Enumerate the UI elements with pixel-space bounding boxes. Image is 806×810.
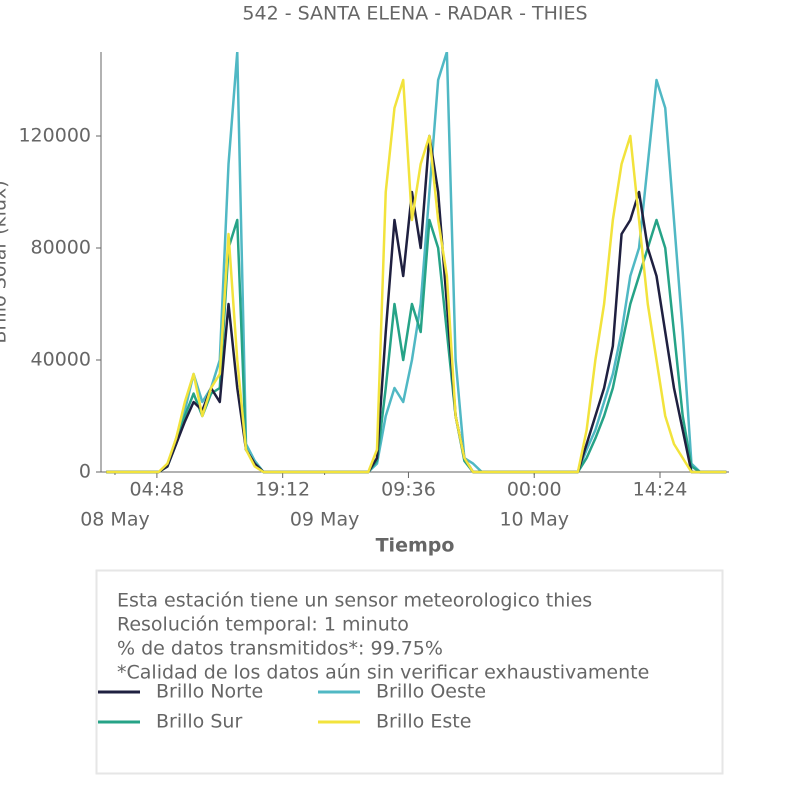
legend-label: Brillo Sur (156, 711, 242, 733)
chart-title: 542 - SANTA ELENA - RADAR - THIES (242, 3, 587, 25)
x-axis-label: Tiempo (376, 535, 455, 557)
info-line: Esta estación tiene un sensor meteorolog… (117, 590, 592, 612)
info-box (95, 569, 724, 775)
info-line: Resolución temporal: 1 minuto (117, 614, 409, 636)
y-tick-label: 80000 (31, 237, 91, 259)
date-label: 10 May (499, 509, 569, 531)
x-tick-label: 19:12 (255, 479, 310, 501)
x-tick-label: 14:24 (633, 479, 688, 501)
legend-label: Brillo Este (376, 711, 471, 733)
legend-label: Brillo Oeste (376, 681, 486, 703)
y-tick-label: 40000 (31, 349, 91, 371)
date-label: 09 May (290, 509, 360, 531)
y-tick-label: 0 (79, 461, 91, 483)
y-tick-label: 120000 (18, 125, 91, 147)
info-line: *Calidad de los datos aún sin verificar … (117, 662, 649, 684)
x-tick-label: 04:48 (130, 479, 185, 501)
legend-label: Brillo Norte (156, 681, 263, 703)
info-line: % de datos transmitidos*: 99.75% (117, 638, 443, 660)
plot-area (106, 52, 727, 474)
series-line (106, 78, 727, 474)
x-tick-label: 00:00 (507, 479, 562, 501)
y-axis-label: Brillo Solar (klux) (0, 180, 11, 343)
date-label: 08 May (80, 509, 150, 531)
series-line (106, 218, 727, 474)
x-tick-label: 09:36 (381, 479, 436, 501)
